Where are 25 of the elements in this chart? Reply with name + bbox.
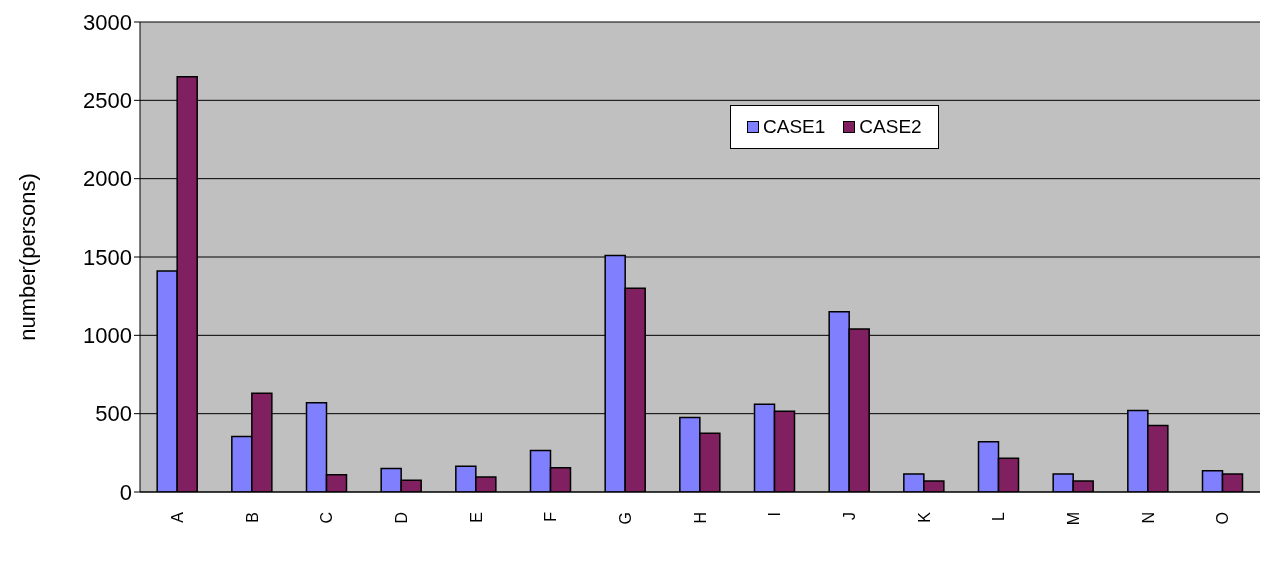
x-tick-label: C (318, 512, 336, 524)
x-tick-label: G (616, 512, 634, 525)
x-tick-label: I (766, 512, 784, 517)
x-tick-label: J (840, 512, 858, 520)
y-tick-label: 1500 (83, 244, 132, 270)
x-tick-label: E (467, 512, 485, 523)
legend-label: CASE1 (762, 116, 826, 138)
x-tick-label: F (542, 511, 560, 522)
x-tick-label: H (691, 512, 709, 524)
x-tick-label: A (168, 511, 186, 523)
x-tick-label: N (1139, 512, 1157, 524)
y-tick-label: 1000 (83, 323, 132, 349)
x-tick-label: B (243, 512, 261, 523)
x-tick-label: L (990, 511, 1008, 521)
y-tick-label: 500 (95, 401, 132, 427)
x-tick-label: D (392, 512, 410, 524)
legend-label: CASE2 (858, 116, 922, 138)
y-tick-label: 2500 (83, 88, 132, 114)
y-axis-title: number(persons) (14, 173, 40, 341)
y-tick-label: 3000 (83, 9, 132, 35)
y-tick-label: 0 (119, 479, 132, 505)
x-tick-label: M (1064, 512, 1082, 526)
x-tick-label: O (1214, 512, 1232, 525)
x-tick-label: K (915, 511, 933, 523)
y-tick-label: 2000 (83, 166, 132, 192)
